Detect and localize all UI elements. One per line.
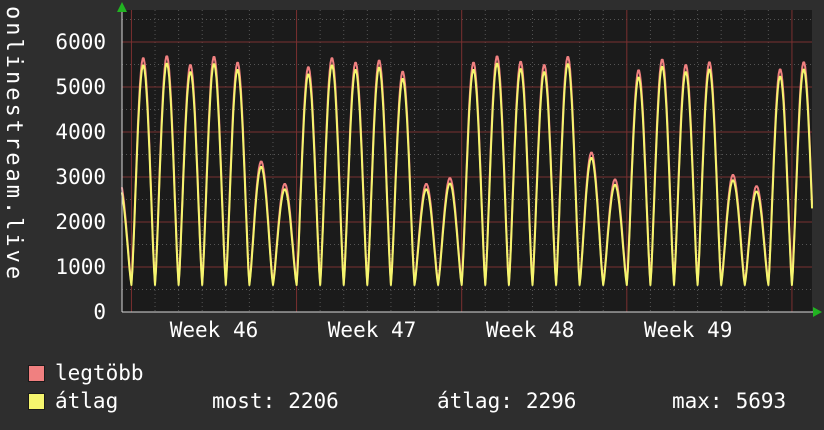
stat-max-label: max:	[672, 389, 723, 413]
stat-most-value: 2206	[288, 389, 339, 413]
stat-max: max: 5693	[672, 389, 786, 413]
x-tick-label-week-46: Week 46	[169, 318, 259, 342]
stat-atlag: átlag: 2296	[437, 389, 576, 413]
legend-label-legtobb: legtöbb	[55, 361, 144, 385]
legend-item-legtobb: legtöbb	[28, 361, 144, 385]
x-axis-arrow-icon	[813, 307, 822, 317]
stat-max-value: 5693	[735, 389, 787, 413]
y-tick-label-1000: 1000	[55, 255, 106, 279]
stat-atlag-label: átlag:	[437, 389, 513, 413]
x-tick-label-week-47: Week 47	[327, 318, 417, 342]
legend-swatch-legtobb	[28, 364, 45, 382]
stat-most: most: 2206	[212, 389, 339, 413]
stat-atlag-value: 2296	[525, 389, 577, 413]
legend-swatch-atlag	[28, 392, 45, 410]
legend-label-atlag: átlag	[55, 389, 119, 413]
legend-item-atlag: átlag	[28, 389, 118, 413]
y-tick-label-0: 0	[93, 300, 106, 324]
y-tick-label-5000: 5000	[55, 75, 106, 99]
y-tick-label-3000: 3000	[55, 165, 106, 189]
y-axis-arrow-icon	[117, 2, 127, 12]
x-tick-label-week-49: Week 49	[643, 318, 733, 342]
series-line-atlag	[121, 62, 813, 286]
x-tick-label-week-48: Week 48	[485, 318, 575, 342]
y-tick-label-2000: 2000	[55, 210, 106, 234]
vertical-axis-title: onlinestream.live	[1, 6, 26, 283]
y-tick-label-4000: 4000	[55, 120, 106, 144]
y-tick-label-6000: 6000	[55, 30, 106, 54]
stat-most-label: most:	[212, 389, 276, 413]
